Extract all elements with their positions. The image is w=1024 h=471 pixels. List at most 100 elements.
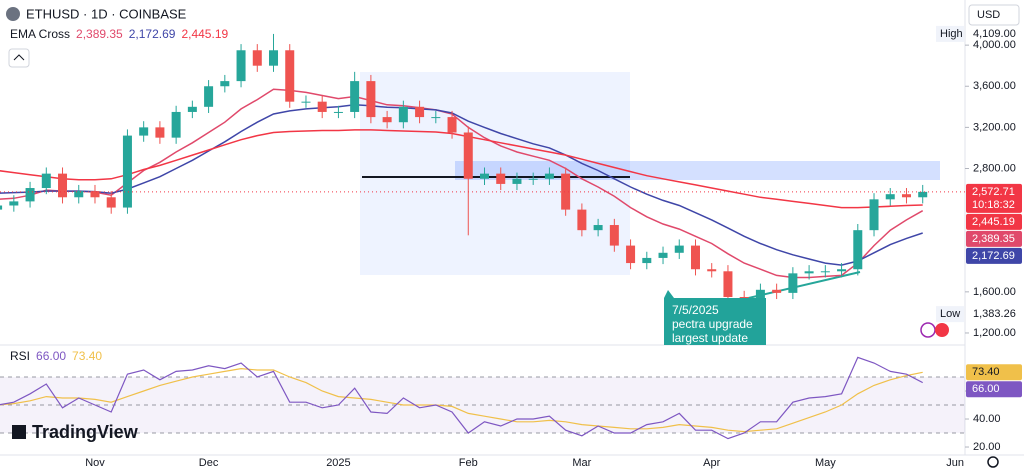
rsi-value: 66.00 xyxy=(36,349,66,363)
candle-body xyxy=(317,101,327,112)
currency-button[interactable] xyxy=(968,4,1020,26)
brand: TradingView xyxy=(32,422,139,442)
price-badge-label: 73.40 xyxy=(972,366,1000,378)
candle-body xyxy=(382,117,392,123)
candle-body xyxy=(528,178,538,180)
y-tick-label: 3,600.00 xyxy=(973,80,1016,92)
collapse-button[interactable] xyxy=(8,48,30,68)
plot-layer: 1,200.00 1,600.00 2,800.00 3,200.00 3,600.00… xyxy=(0,33,1016,469)
candle-body xyxy=(593,225,603,231)
candle-body xyxy=(804,271,814,274)
candle-body xyxy=(74,191,84,198)
annotation-text: pectra upgrade xyxy=(672,317,753,331)
candle-body xyxy=(333,111,343,113)
price-badge xyxy=(966,213,1022,230)
candle-body xyxy=(398,106,408,123)
rsi-name: RSI xyxy=(10,349,30,363)
candle-body xyxy=(658,252,668,258)
high-marker-box xyxy=(936,25,964,42)
candle-body xyxy=(415,106,425,118)
candle-body xyxy=(837,269,847,272)
currency: USD xyxy=(977,9,1000,21)
price-badge xyxy=(966,364,1022,381)
ema-line xyxy=(0,88,924,279)
candle-body xyxy=(220,81,230,87)
candle-body xyxy=(772,289,782,293)
candle-body xyxy=(885,194,895,200)
low-marker-label: 1,383.26 xyxy=(973,308,1016,320)
x-tick-label: Feb xyxy=(459,457,478,469)
candle-body xyxy=(853,230,863,270)
indicator-name[interactable]: EMA Cross xyxy=(10,27,70,41)
price-badge-label: 10:18:32 xyxy=(972,199,1015,211)
rsi-tick-label: 40.00 xyxy=(973,413,1001,425)
rsi-tick-label: 20.00 xyxy=(973,441,1001,453)
candle-body xyxy=(9,201,19,206)
price-badge xyxy=(966,381,1022,398)
candle-body xyxy=(236,50,246,82)
y-tick-label: 4,000.00 xyxy=(973,39,1016,51)
candle-body xyxy=(90,191,100,198)
y-tick-label: 2,800.00 xyxy=(973,162,1016,174)
candle-body xyxy=(463,132,473,179)
candle-body xyxy=(901,194,911,198)
candle-body xyxy=(41,173,51,189)
candle-body xyxy=(626,245,636,264)
indicator-value: 2,172.69 xyxy=(129,27,176,41)
indicator-value: 2,445.19 xyxy=(181,27,228,41)
y-tick-label: 1,600.00 xyxy=(973,286,1016,298)
annotation-text: 7/5/2025 xyxy=(672,303,719,317)
price-badge-label: 66.00 xyxy=(972,383,1000,395)
symbol-title[interactable]: ETHUSD · 1D · COINBASE xyxy=(26,6,187,21)
y-tick-label: 3,200.00 xyxy=(973,121,1016,133)
candle-body xyxy=(544,173,554,179)
rsi-line xyxy=(0,356,923,440)
price-badge-label: 2,389.35 xyxy=(972,233,1015,245)
candle-body xyxy=(269,50,279,66)
candle-body xyxy=(642,257,652,264)
candle-body xyxy=(788,273,798,293)
settings-icon[interactable] xyxy=(987,456,999,468)
price-badge xyxy=(966,230,1022,247)
candle-body xyxy=(187,106,197,112)
x-tick-label: 2025 xyxy=(326,457,350,469)
candle-body xyxy=(512,178,522,184)
x-tick-label: Dec xyxy=(199,457,219,469)
candle-body xyxy=(155,127,165,138)
x-tick-label: Mar xyxy=(572,457,591,469)
candle-body xyxy=(431,117,441,119)
price-badge xyxy=(966,247,1022,264)
symbol-icon xyxy=(6,7,20,21)
price-badge-label: 2,572.71 xyxy=(972,186,1015,198)
candle-body xyxy=(122,135,132,208)
high-marker-label: 4,109.00 xyxy=(973,28,1016,40)
candle-body xyxy=(723,271,733,297)
event-icon[interactable] xyxy=(935,323,949,337)
high-marker-text: High xyxy=(940,28,963,40)
candle-body xyxy=(918,191,928,198)
candle-body xyxy=(820,271,830,273)
candle-body xyxy=(25,188,35,202)
ema-line xyxy=(0,104,923,266)
brand-logo xyxy=(12,425,26,439)
candle-body xyxy=(58,173,68,198)
candle-body xyxy=(301,101,311,103)
candle-body xyxy=(577,209,587,231)
candle-body xyxy=(480,173,489,179)
rsi-value: 73.40 xyxy=(72,349,102,363)
candle-body xyxy=(561,173,571,210)
candle-body xyxy=(285,50,295,102)
annotation-text: largest update xyxy=(672,331,748,345)
indicator-value: 2,389.35 xyxy=(76,27,123,41)
candle-body xyxy=(690,245,700,270)
candle-body xyxy=(496,173,506,184)
candle-body xyxy=(252,50,262,66)
low-marker-text: Low xyxy=(940,308,960,320)
collapse-icon xyxy=(13,54,25,61)
candle-body xyxy=(447,117,457,133)
rsi-line xyxy=(0,367,923,433)
price-badge-label: 2,445.19 xyxy=(972,216,1015,228)
price-badge xyxy=(966,183,1022,213)
